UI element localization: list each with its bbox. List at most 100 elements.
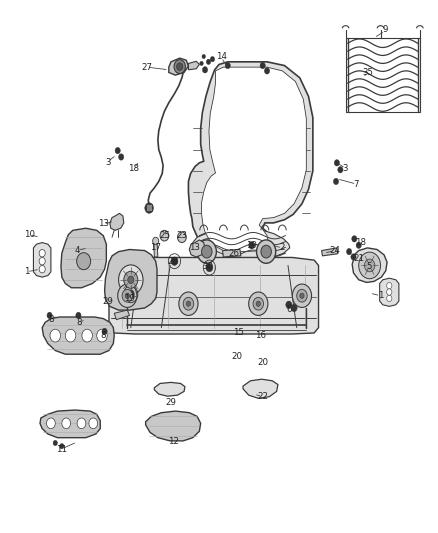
Text: 8: 8 (101, 331, 106, 340)
Polygon shape (380, 278, 399, 306)
Polygon shape (33, 243, 51, 277)
Polygon shape (154, 382, 185, 396)
Text: 10: 10 (24, 230, 35, 239)
Circle shape (359, 252, 381, 279)
Circle shape (364, 259, 375, 272)
Text: 12: 12 (168, 438, 179, 447)
Circle shape (62, 418, 71, 429)
Text: 13: 13 (98, 220, 109, 229)
Circle shape (257, 240, 276, 263)
Text: 8: 8 (77, 318, 82, 327)
Text: 1: 1 (378, 291, 383, 300)
Circle shape (171, 257, 178, 265)
Circle shape (46, 418, 55, 429)
Circle shape (152, 237, 159, 245)
Text: 11: 11 (57, 446, 67, 455)
Circle shape (387, 289, 392, 295)
Text: 9: 9 (382, 26, 388, 35)
Polygon shape (189, 240, 205, 257)
Circle shape (197, 240, 216, 263)
Circle shape (387, 295, 392, 302)
Circle shape (225, 62, 230, 69)
Circle shape (333, 178, 339, 184)
Text: 30: 30 (203, 262, 214, 271)
Text: 19: 19 (246, 241, 257, 250)
Circle shape (387, 282, 392, 289)
Circle shape (291, 304, 297, 312)
Text: 29: 29 (102, 296, 113, 305)
Circle shape (119, 154, 124, 160)
Text: 8: 8 (48, 315, 53, 324)
Text: 28: 28 (168, 257, 179, 265)
Circle shape (200, 61, 203, 66)
Circle shape (50, 329, 60, 342)
Circle shape (115, 148, 120, 154)
Circle shape (39, 257, 45, 265)
Circle shape (256, 301, 261, 306)
Circle shape (352, 236, 357, 242)
Circle shape (206, 59, 211, 64)
Text: 6: 6 (286, 304, 292, 313)
Circle shape (119, 265, 143, 295)
Circle shape (39, 265, 45, 273)
Polygon shape (109, 257, 318, 334)
Polygon shape (169, 58, 188, 75)
Text: 14: 14 (215, 52, 227, 61)
Text: 19: 19 (124, 294, 135, 303)
Circle shape (177, 63, 183, 70)
Circle shape (76, 312, 81, 319)
Circle shape (125, 293, 130, 298)
Text: 22: 22 (257, 392, 268, 401)
Circle shape (338, 166, 343, 173)
Circle shape (249, 292, 268, 316)
Circle shape (124, 271, 138, 288)
Polygon shape (114, 310, 130, 320)
Text: 29: 29 (166, 398, 177, 407)
Circle shape (47, 312, 52, 319)
Polygon shape (188, 62, 313, 256)
Circle shape (118, 284, 137, 308)
Circle shape (249, 241, 255, 249)
Circle shape (292, 284, 311, 308)
Text: 35: 35 (362, 68, 373, 77)
Circle shape (60, 443, 64, 449)
Text: 7: 7 (354, 180, 359, 189)
Text: 23: 23 (177, 231, 187, 240)
Circle shape (177, 232, 186, 243)
Polygon shape (40, 410, 100, 438)
Bar (346, 38, 420, 112)
Circle shape (53, 440, 57, 446)
Polygon shape (223, 249, 241, 257)
Circle shape (39, 249, 45, 257)
Circle shape (183, 297, 194, 310)
Circle shape (160, 230, 169, 241)
Circle shape (286, 301, 292, 309)
Text: 13: 13 (190, 244, 201, 253)
Circle shape (127, 290, 134, 298)
Polygon shape (193, 230, 290, 259)
Circle shape (356, 242, 361, 248)
Circle shape (297, 289, 307, 302)
Polygon shape (243, 379, 278, 398)
Text: 3: 3 (105, 158, 110, 167)
Text: 3: 3 (343, 164, 348, 173)
Circle shape (89, 418, 98, 429)
Text: 20: 20 (257, 358, 268, 367)
Text: 26: 26 (229, 249, 240, 258)
Circle shape (186, 301, 191, 306)
Circle shape (77, 418, 86, 429)
Circle shape (253, 297, 264, 310)
Circle shape (128, 276, 134, 284)
Circle shape (210, 56, 215, 62)
Circle shape (334, 160, 339, 166)
Circle shape (174, 60, 185, 74)
Circle shape (97, 329, 107, 342)
Text: 25: 25 (159, 231, 170, 240)
Circle shape (202, 54, 205, 59)
Polygon shape (105, 249, 157, 310)
Polygon shape (352, 248, 387, 282)
Circle shape (77, 253, 91, 270)
Text: 16: 16 (255, 331, 266, 340)
Circle shape (65, 329, 76, 342)
Circle shape (145, 203, 153, 213)
